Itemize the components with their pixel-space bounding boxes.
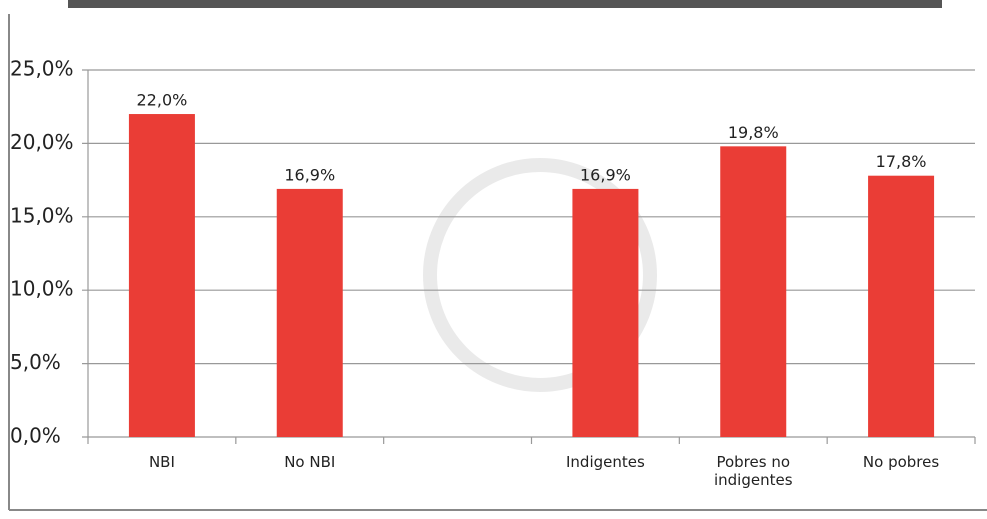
x-tick-label: No NBI [284, 453, 336, 471]
bar [720, 146, 787, 437]
x-tick-label-box: No pobres [862, 453, 940, 471]
x-tick-label: No pobres [862, 453, 940, 471]
header-bar [68, 0, 942, 8]
bar [128, 114, 195, 437]
x-tick-label: NBI [148, 453, 175, 471]
bar [868, 175, 935, 438]
y-tick-label: 20,0% [10, 130, 74, 154]
y-tick-label: 15,0% [10, 203, 74, 227]
value-label: 22,0% [137, 91, 188, 110]
value-label: 19,8% [728, 123, 779, 142]
y-tick-label: 0,0% [10, 424, 61, 448]
watermark [423, 158, 657, 392]
x-tick-label: Pobres no indigentes [713, 453, 793, 489]
x-tick-label-box: Pobres no indigentes [713, 453, 793, 489]
x-tick-label-box: No NBI [284, 453, 336, 471]
bar [276, 188, 343, 437]
x-tick-label: Indigentes [566, 453, 645, 471]
value-label: 17,8% [876, 152, 927, 171]
value-label: 16,9% [580, 165, 631, 184]
x-tick-label-box: Indigentes [566, 453, 645, 471]
value-label: 16,9% [284, 165, 335, 184]
y-tick-label: 25,0% [10, 57, 74, 81]
bar [572, 188, 639, 437]
x-tick-label-box: NBI [148, 453, 175, 471]
y-tick-label: 5,0% [10, 350, 61, 374]
y-tick-label: 10,0% [10, 277, 74, 301]
